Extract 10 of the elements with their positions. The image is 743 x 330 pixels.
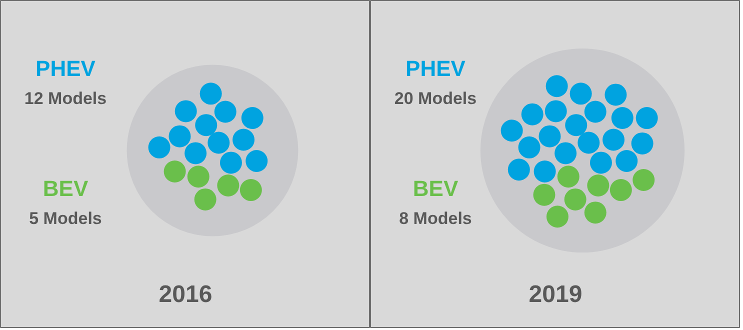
text: 2016	[158, 281, 212, 308]
category-label: BEV	[412, 176, 458, 201]
category-label: BEV	[42, 176, 88, 201]
text: 2019	[528, 281, 582, 308]
data-label: 12 Models	[24, 89, 107, 108]
data-label: 5 Models	[29, 209, 102, 228]
category-label: PHEV	[406, 56, 466, 81]
data-label: 8 Models	[399, 209, 472, 228]
data-label: 20 Models	[394, 89, 477, 108]
category-label: PHEV	[36, 56, 96, 81]
